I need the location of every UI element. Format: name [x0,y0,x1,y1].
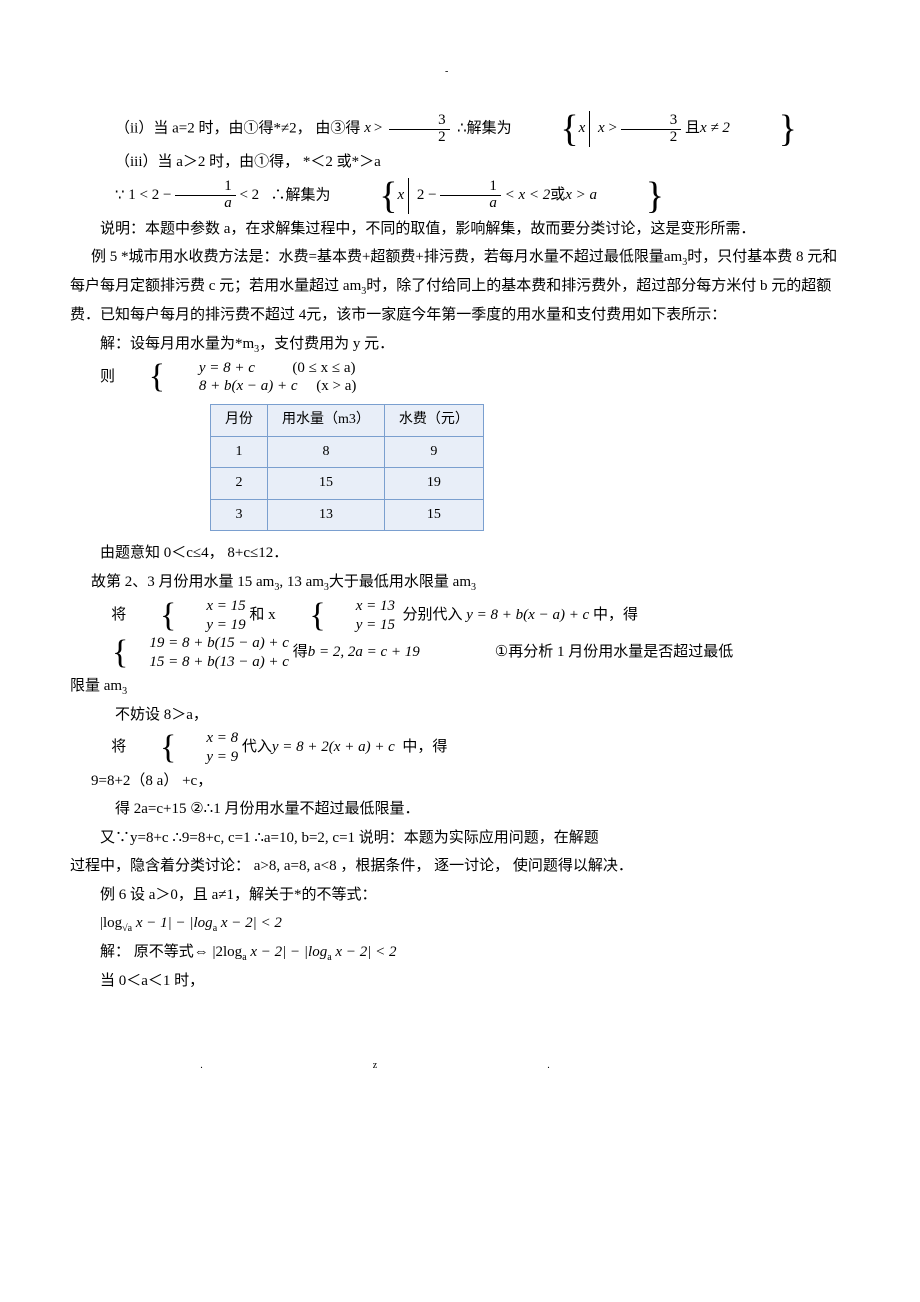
text-k: 过程中，隐含着分类讨论： a>8, a=8, a<8 ，根据条件， 逐一讨论， … [70,852,850,881]
inequality-1: |log√a x − 1| − |loga x − 2| < 2 [70,909,850,938]
example6-head: 例 6 设 a＞0，且 a≠1，解关于*的不等式： [70,881,850,910]
th-fee: 水费（元） [384,405,483,437]
table-row: 31315 [211,499,484,531]
text-f: 不妨设 8＞a， [70,701,850,730]
text-a: 由题意知 0＜c≤4， 8+c≤12． [70,539,850,568]
text-h: 9=8+2（8 a） +c， [70,767,850,796]
table-row: 21519 [211,468,484,500]
footer-marks: .z. [70,1056,850,1075]
solution-2: 解： 原不等式⇔ |2loga x − 2| − |loga x − 2| < … [70,938,850,967]
inline-math: x> 32 [364,120,453,136]
paragraph-explain: 说明：本题中参数 a，在求解集过程中，不同的取值，影响解集，故而要分类讨论，这是… [70,215,850,244]
th-month: 月份 [211,405,268,437]
line-iii: （iii）当 a＞2 时，由①得， *＜2 或*＞a [70,148,850,177]
water-table: 月份 用水量（m3） 水费（元） 189 21519 31315 [210,404,484,531]
text-j: 又∵y=8+c ∴9=8+c, c=1 ∴a=10, b=2, c=1 说明：本… [70,824,850,853]
set-expr-2: {x 2 − 1a < x < 2或x > a } [334,187,664,203]
text-b: 故第 2、3 月份用水量 15 am3, 13 am3大于最低用水限量 am3 [70,568,850,597]
text-e: 限量 am3 [70,672,850,701]
piecewise: 则 { y = 8 + c (0 ≤ x ≤ a) 8 + b(x − a) +… [70,359,850,397]
line-range: ∵ 1 < 2 − 1a < 2 ∴解集为 {x 2 − 1a < x < 2或… [70,177,850,215]
table-row: 189 [211,436,484,468]
line-ii: （ii）当 a=2 时，由①得*≠2， 由③得 x> 32 ∴解集为 {x x … [70,110,850,148]
system-result: {19 = 8 + b(15 − a) + c15 = 8 + b(13 − a… [70,634,850,672]
substitution-line: 将 {x = 15y = 19 和 x {x = 13y = 15 分别代入 y… [70,597,850,635]
text: （ii）当 a=2 时，由①得*≠2， 由③得 [115,120,360,136]
set-expr: {x x > 32 且x ≠ 2 } [515,120,796,136]
text: ∴解集为 [457,120,512,136]
text-i: 得 2a=c+15 ②∴1 月份用水量不超过最低限量． [70,795,850,824]
example5-text: 例 5 *城市用水收费方法是：水费=基本费+超额费+排污费，若每月水量不超过最低… [70,243,850,330]
solution-head: 解：设每月用水量为*m3，支付费用为 y 元． [70,330,850,359]
subst-2: 将 {x = 8y = 9 代入y = 8 + 2(x + a) + c 中，得 [70,729,850,767]
th-usage: 用水量（m3） [268,405,385,437]
text-last: 当 0＜a＜1 时， [70,967,850,996]
inline-math: 1 < 2 − 1a < 2 [128,187,263,203]
header-dash: - [445,62,448,81]
